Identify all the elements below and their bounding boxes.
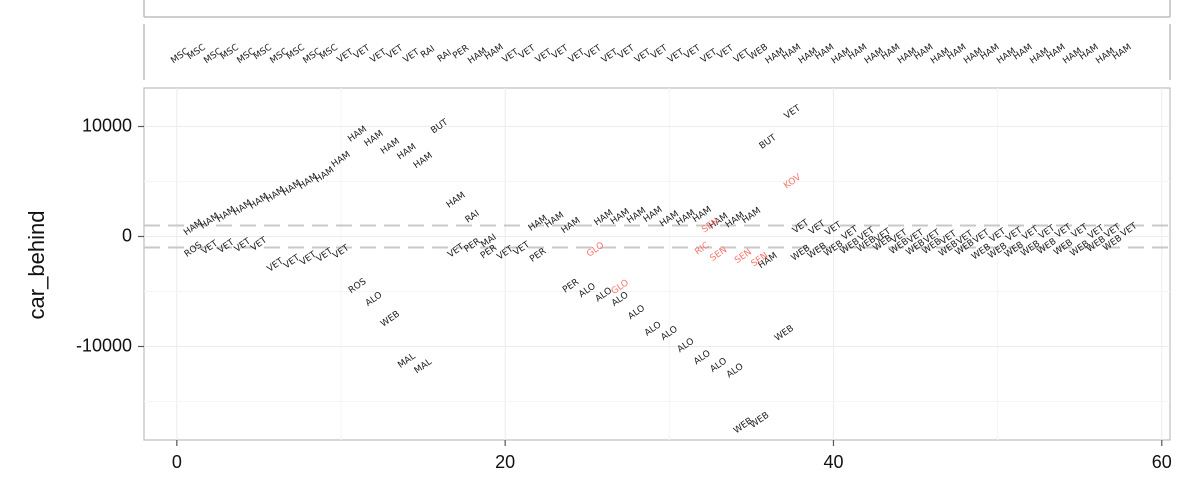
y-tick-label: 0	[122, 225, 132, 245]
strip-label: VET	[600, 47, 620, 65]
strip-label: RAI	[436, 48, 454, 65]
strip-label: VET	[666, 47, 686, 65]
y-axis: 10000 0 -10000	[76, 115, 144, 355]
x-tick-label: 40	[823, 452, 843, 472]
strip-label: VET	[534, 47, 554, 65]
x-tick-label: 20	[495, 452, 515, 472]
strip-label: VET	[633, 47, 653, 65]
x-tick-label: 0	[172, 452, 182, 472]
top-panel	[143, 0, 1171, 18]
y-tick-label: 10000	[82, 115, 132, 135]
strip-label: VET	[369, 47, 389, 65]
x-tick-label: 60	[1152, 452, 1172, 472]
plot-border	[143, 87, 1171, 441]
reference-lines	[144, 224, 1170, 249]
strip-label: RAI	[419, 44, 437, 61]
x-axis: 0 20 40 60	[172, 440, 1172, 472]
y-tick-label: -10000	[76, 335, 132, 355]
grid-lines	[144, 88, 1170, 440]
strip-label: VET	[699, 47, 719, 65]
strip-labels: MSCMSCMSCMSCMSCMSCMSCMSCMSCMSCVETVETVETV…	[169, 42, 1133, 66]
plot-panel: HAMHAMHAMHAMHAMHAMHAMHAMHAMHAMHAMHAMHAMH…	[143, 87, 1171, 441]
strip-label: HAM	[1111, 42, 1134, 62]
strip-label: VET	[567, 47, 587, 65]
y-axis-title: car_behind	[24, 211, 49, 320]
label-strip-panel: MSCMSCMSCMSCMSCMSCMSCMSCMSCMSCVETVETVETV…	[143, 24, 1171, 80]
strip-label: VET	[402, 47, 422, 65]
